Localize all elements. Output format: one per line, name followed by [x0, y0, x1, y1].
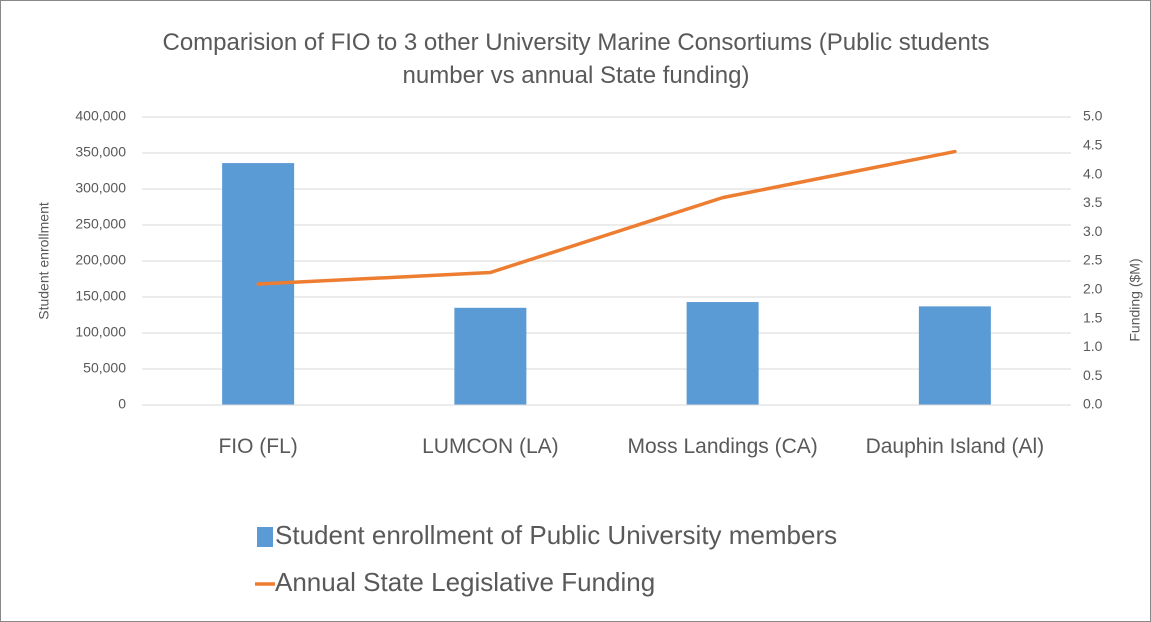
y2-tick-label: 1.0 [1083, 338, 1103, 354]
y2-tick-label: 4.0 [1083, 165, 1103, 181]
legend-label: Student enrollment of Public University … [275, 520, 837, 550]
y2-tick-label: 1.5 [1083, 309, 1103, 325]
y2-tick-label: 2.0 [1083, 281, 1103, 297]
y-tick-label: 300,000 [75, 180, 126, 196]
y2-tick-label: 4.5 [1083, 137, 1103, 153]
y-tick-label: 250,000 [75, 216, 126, 232]
legend-label: Annual State Legislative Funding [275, 567, 655, 597]
bar [454, 307, 527, 405]
y2-tick-label: 0.0 [1083, 396, 1103, 412]
y2-axis-title: Funding ($M) [1127, 258, 1143, 341]
x-tick-label: LUMCON (LA) [422, 435, 559, 458]
legend-swatch [257, 527, 273, 547]
y2-tick-label: 5.0 [1083, 108, 1103, 124]
y2-tick-label: 0.5 [1083, 367, 1103, 383]
y-tick-label: 350,000 [75, 144, 126, 160]
line [256, 149, 957, 286]
y-tick-label: 100,000 [75, 324, 126, 340]
x-tick-label: FIO (FL) [218, 435, 298, 458]
y2-tick-label: 3.0 [1083, 223, 1103, 239]
y2-tick-label: 3.5 [1083, 194, 1103, 210]
chart-title: Comparision of FIO to 3 other University… [162, 29, 990, 89]
bar [918, 306, 991, 405]
y-tick-label: 200,000 [75, 252, 126, 268]
x-tick-label: Dauphin Island (Al) [865, 435, 1045, 458]
y-tick-label: 50,000 [83, 360, 126, 376]
y-tick-label: 150,000 [75, 288, 126, 304]
y-tick-label: 0 [118, 396, 126, 412]
y-axis-title: Student enrollment [36, 202, 52, 320]
y2-tick-label: 2.5 [1083, 252, 1103, 268]
y-tick-label: 400,000 [75, 108, 126, 124]
x-tick-label: Moss Landings (CA) [627, 435, 818, 458]
bar [686, 302, 759, 405]
